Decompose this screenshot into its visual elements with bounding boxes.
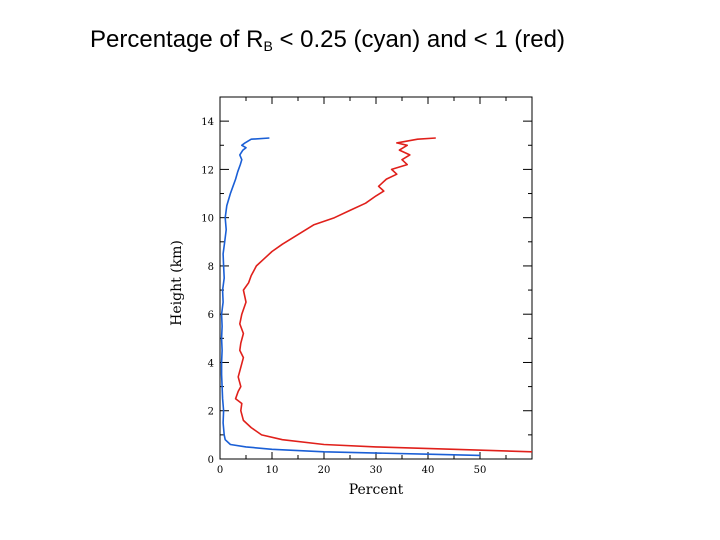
x-tick-label: 0 (217, 465, 223, 476)
plot-frame (219, 96, 533, 460)
y-tick-label: 10 (201, 214, 214, 225)
series-layer (220, 137, 533, 457)
y-tick-label: 2 (208, 407, 214, 418)
cyan-series-line (220, 137, 481, 457)
x-tick-label: 30 (370, 465, 383, 476)
axis-ticks (219, 96, 533, 460)
y-tick-label: 4 (208, 358, 214, 369)
red-series-line (234, 137, 533, 453)
title-prefix: Percentage of R (90, 26, 264, 53)
y-tick-label: 14 (201, 117, 214, 128)
y-tick-label: 6 (208, 310, 214, 321)
y-tick-label: 0 (208, 455, 214, 466)
x-tick-label: 50 (474, 465, 487, 476)
y-tick-label: 8 (208, 262, 214, 273)
x-tick-label: 40 (422, 465, 435, 476)
x-tick-label: 10 (266, 465, 279, 476)
y-tick-labels: 0 2 4 6 8 10 12 14 (201, 117, 214, 466)
x-tick-label: 20 (318, 465, 331, 476)
title-suffix: < 0.25 (cyan) and < 1 (red) (272, 26, 565, 53)
x-tick-labels: 0 10 20 30 40 50 (217, 465, 487, 476)
title-subscript: B (263, 38, 273, 54)
slide-title: Percentage of RB < 0.25 (cyan) and < 1 (… (90, 26, 650, 54)
x-axis-label: Percent (349, 482, 404, 498)
y-tick-label: 12 (201, 165, 214, 176)
y-axis-label: Height (km) (169, 240, 185, 326)
